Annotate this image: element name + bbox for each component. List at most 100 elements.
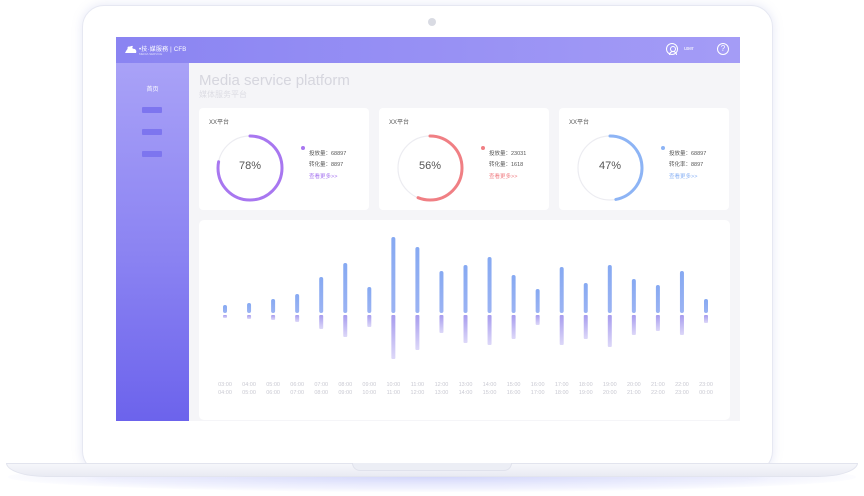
x-tick-label: 16:00 — [507, 390, 521, 396]
bar-up[interactable] — [223, 305, 227, 313]
x-tick-label: 05:00 — [242, 390, 256, 396]
card-title: XX平台 — [389, 120, 410, 126]
x-tick-label: 04:00 — [218, 390, 232, 396]
x-tick-label: 12:00 — [435, 382, 449, 388]
x-tick-label: 13:00 — [459, 382, 473, 388]
bar-up[interactable] — [463, 265, 468, 313]
legend-dot — [481, 146, 485, 150]
x-tick-label: 06:00 — [290, 382, 304, 388]
user-avatar-icon[interactable] — [666, 43, 678, 55]
bar-down[interactable] — [319, 315, 324, 329]
x-tick-label: 07:00 — [314, 382, 328, 388]
stat-delivery: 投放量：23031 — [489, 151, 527, 157]
x-tick-label: 20:00 — [603, 390, 617, 396]
logo-icon[interactable] — [123, 43, 139, 55]
x-tick-label: 19:00 — [579, 390, 593, 396]
x-tick-label: 14:00 — [459, 390, 473, 396]
bar-down[interactable] — [679, 315, 684, 335]
x-tick-label: 22:00 — [675, 382, 689, 388]
bar-up[interactable] — [295, 294, 300, 313]
percent-label: 56% — [418, 160, 442, 172]
sidebar-item-3[interactable] — [142, 129, 162, 135]
bar-down[interactable] — [487, 315, 492, 345]
x-tick-label: 17:00 — [555, 382, 569, 388]
user-name[interactable]: user — [684, 46, 694, 52]
x-tick-label: 03:00 — [218, 382, 232, 388]
legend-dot — [301, 146, 305, 150]
sidebar-item-4[interactable] — [142, 151, 162, 157]
x-tick-label: 05:00 — [266, 382, 280, 388]
bar-down[interactable] — [271, 315, 276, 320]
view-more-link[interactable]: 查看更多>> — [489, 174, 518, 180]
bar-down[interactable] — [583, 315, 588, 339]
bar-down[interactable] — [247, 315, 252, 319]
bar-down[interactable] — [607, 315, 612, 347]
bar-down[interactable] — [511, 315, 516, 339]
view-more-link[interactable]: 查看更多>> — [669, 174, 698, 180]
bar-down[interactable] — [295, 315, 300, 322]
bar-up[interactable] — [247, 303, 252, 313]
stat-delivery: 投放量：68897 — [669, 151, 707, 157]
x-tick-label: 21:00 — [627, 390, 641, 396]
bar-down[interactable] — [463, 315, 468, 343]
bar-up[interactable] — [319, 277, 324, 313]
platform-card: XX平台 47% 投放量：68897 转化率：8897 查看更多>> — [559, 108, 729, 210]
bar-up[interactable] — [559, 267, 564, 313]
view-more-link[interactable]: 查看更多>> — [309, 174, 338, 180]
bar-up[interactable] — [367, 287, 372, 313]
x-tick-label: 23:00 — [675, 390, 689, 396]
donut-arc — [396, 134, 464, 202]
sidebar: 首页 — [116, 63, 189, 421]
bar-down[interactable] — [415, 315, 420, 350]
x-tick-label: 06:00 — [266, 390, 280, 396]
bar-up[interactable] — [511, 275, 516, 313]
brand-name: •技·媒服務 | CFB — [139, 47, 187, 53]
bar-up[interactable] — [704, 299, 708, 313]
bar-down[interactable] — [559, 315, 564, 345]
x-tick-label: 08:00 — [314, 390, 328, 396]
top-bar: •技·媒服務 | CFB MEDIA SERVICE user ? — [116, 37, 740, 63]
bar-up[interactable] — [607, 265, 612, 313]
bar-up[interactable] — [391, 237, 396, 313]
bar-down[interactable] — [535, 315, 540, 325]
card-title: XX平台 — [569, 120, 590, 126]
camera-icon — [428, 18, 436, 26]
bar-down[interactable] — [631, 315, 636, 335]
percent-label: 47% — [598, 160, 622, 172]
bar-up[interactable] — [583, 283, 588, 313]
stat-conversion: 转化率：8897 — [669, 162, 704, 168]
bar-up[interactable] — [343, 263, 348, 313]
sidebar-item-home[interactable]: 首页 — [146, 87, 159, 93]
page-title: Media service platform — [199, 72, 350, 89]
stat-delivery: 投放量：68897 — [309, 151, 347, 157]
bar-up[interactable] — [271, 299, 276, 313]
x-tick-label: 12:00 — [411, 390, 425, 396]
bar-up[interactable] — [655, 285, 660, 313]
x-tick-label: 10:00 — [362, 390, 376, 396]
bar-down[interactable] — [439, 315, 444, 333]
bar-up[interactable] — [439, 271, 444, 313]
bar-down[interactable] — [343, 315, 348, 337]
card-title: XX平台 — [209, 120, 230, 126]
x-tick-label: 21:00 — [651, 382, 665, 388]
bar-up[interactable] — [487, 257, 492, 313]
laptop-notch — [352, 463, 512, 471]
bar-down[interactable] — [391, 315, 396, 359]
bar-up[interactable] — [679, 271, 684, 313]
sidebar-item-2[interactable] — [142, 107, 162, 113]
main-content: Media service platform 媒体服务平台 XX平台 78% 投… — [189, 63, 740, 421]
hourly-bar-chart: 03:00 04:00 04:00 05:00 05:00 06:00 06:00 07:00… — [218, 237, 713, 396]
bar-down[interactable] — [367, 315, 372, 327]
x-tick-label: 08:00 — [338, 382, 352, 388]
bar-down[interactable] — [704, 315, 708, 323]
bar-down[interactable] — [223, 315, 227, 318]
screen: •技·媒服務 | CFB MEDIA SERVICE user ? 首页 Med… — [116, 37, 740, 421]
bar-up[interactable] — [631, 279, 636, 313]
help-icon[interactable]: ? — [717, 43, 729, 55]
bar-up[interactable] — [415, 247, 420, 313]
x-tick-label: 14:00 — [483, 382, 497, 388]
x-tick-label: 13:00 — [435, 390, 449, 396]
x-tick-label: 07:00 — [290, 390, 304, 396]
bar-down[interactable] — [655, 315, 660, 331]
bar-up[interactable] — [535, 289, 540, 313]
